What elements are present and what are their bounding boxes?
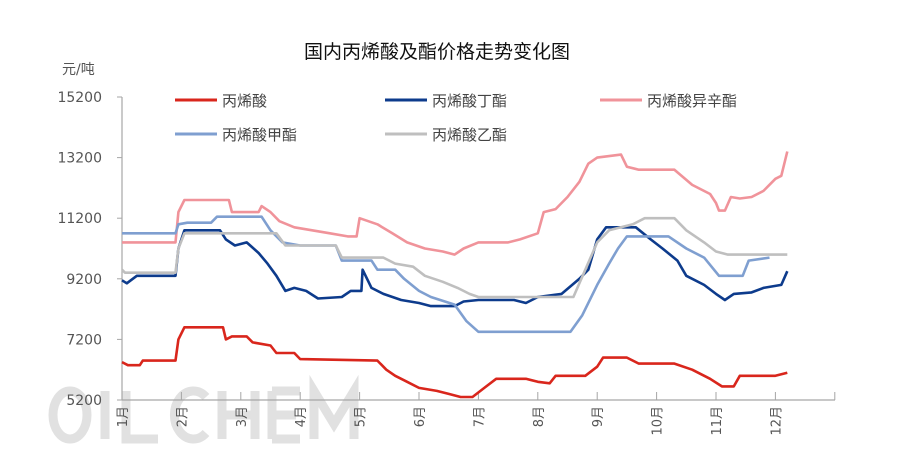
- y-axis-unit-label: 元/吨: [62, 62, 95, 78]
- y-tick-label: 7200: [66, 332, 102, 348]
- legend-label: 丙烯酸丁酯: [432, 92, 507, 110]
- y-tick-label: 11200: [57, 211, 102, 227]
- watermark-logo: [48, 374, 359, 444]
- series-line: [121, 326, 788, 399]
- watermark-letter-c: [170, 386, 210, 444]
- y-tick-label: 15200: [57, 90, 102, 106]
- series-line: [121, 226, 789, 308]
- legend-label: 丙烯酸乙酯: [432, 126, 507, 144]
- x-tick-label: 9月: [591, 406, 606, 427]
- x-tick-label: 3月: [235, 406, 250, 427]
- legend-label: 丙烯酸异辛酯: [647, 92, 737, 110]
- x-tick-label: 7月: [472, 406, 487, 427]
- x-tick-label: 5月: [354, 406, 369, 427]
- y-tick-label: 9200: [66, 272, 102, 288]
- y-tick-label: 5200: [66, 393, 102, 409]
- series-line: [121, 216, 788, 299]
- x-tick-label: 12月: [769, 406, 784, 436]
- x-tick-label: 1月: [116, 406, 131, 427]
- series-lines: [121, 151, 789, 399]
- watermark-letter-m: [309, 374, 359, 439]
- x-tick-label: 2月: [175, 406, 190, 427]
- chart-title: 国内丙烯酸及酯价格走势变化图: [304, 41, 570, 63]
- legend-label: 丙烯酸甲酯: [222, 126, 297, 144]
- x-tick-label: 11月: [710, 406, 725, 436]
- x-tick-label: 10月: [651, 406, 666, 436]
- axes: 5200 7200 9200 11200 13200 15200 1月 2月 3月 4月 5月 6月 7…: [57, 90, 836, 436]
- watermark-letter-h: [217, 391, 260, 439]
- x-tick-label: 4月: [294, 406, 309, 427]
- series-line: [122, 215, 770, 334]
- x-tick-label: 6月: [413, 406, 428, 427]
- watermark-letter-e: [267, 386, 300, 444]
- series-line: [122, 151, 789, 256]
- legend-label: 丙烯酸: [222, 92, 267, 110]
- x-tick-label: 8月: [532, 406, 547, 427]
- watermark-letter-o: [48, 386, 92, 444]
- y-tick-label: 13200: [57, 151, 102, 167]
- watermark-letter-l: [121, 391, 158, 444]
